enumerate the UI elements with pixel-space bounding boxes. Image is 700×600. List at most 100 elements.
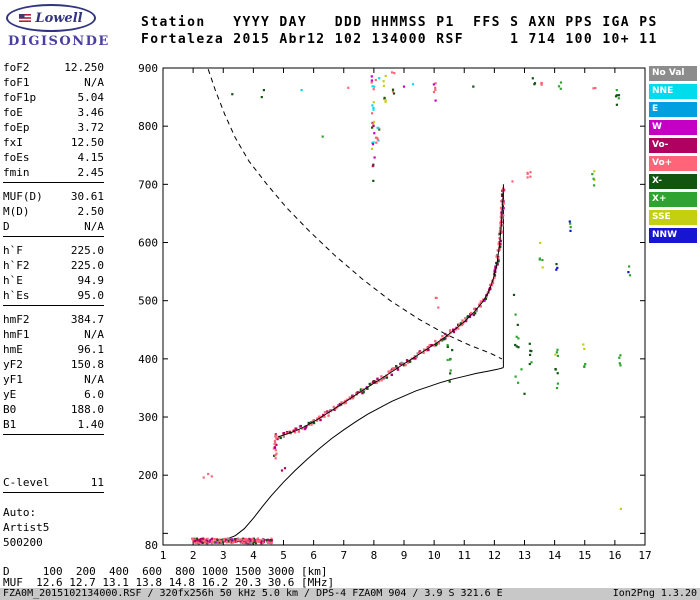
svg-text:800: 800	[138, 120, 158, 133]
param-hmf1: hmF1 N/A	[3, 327, 104, 342]
svg-text:900: 900	[138, 62, 158, 75]
param-label: yF1	[3, 373, 23, 386]
param-fof2: foF2 12.250	[3, 60, 104, 75]
svg-text:10: 10	[428, 549, 441, 562]
param-label: h`E	[3, 274, 23, 287]
param-fmin: fmin 2.45	[3, 165, 104, 180]
logo-digisonde-text: DIGISONDE	[8, 34, 110, 49]
param-label: Auto:	[3, 506, 37, 519]
param-yf1: yF1 N/A	[3, 372, 104, 387]
lowell-digisonde-logo: Lowell DIGISONDE	[6, 4, 128, 54]
fitted-f-trace-line	[277, 186, 504, 438]
doppler-direction-legend: No Val NNE E W Vo- Vo+ X- X+ SSE NNW	[649, 66, 697, 246]
svg-text:5: 5	[280, 549, 287, 562]
param-value: 2.50	[77, 205, 105, 218]
param-fxi: fxI 12.50	[3, 135, 104, 150]
param-m-d: M(D) 2.50	[3, 204, 104, 219]
svg-text:80: 80	[145, 539, 158, 552]
param-yf2: yF2 150.8	[3, 357, 104, 372]
param-label: h`F	[3, 244, 23, 257]
svg-text:11: 11	[458, 549, 471, 562]
svg-text:13: 13	[518, 549, 531, 562]
param-value: 30.61	[70, 190, 104, 203]
svg-text:400: 400	[138, 353, 158, 366]
svg-text:600: 600	[138, 237, 158, 250]
svg-text:12: 12	[488, 549, 501, 562]
param-foe: foE 3.46	[3, 105, 104, 120]
param-label: hmF1	[3, 328, 30, 341]
param-value: 225.0	[70, 259, 104, 272]
svg-text:8: 8	[371, 549, 378, 562]
legend-item-sse: SSE	[649, 210, 697, 225]
param-h-es: h`Es 95.0	[3, 288, 104, 303]
svg-text:4: 4	[250, 549, 257, 562]
param-auto: Auto:	[3, 505, 104, 520]
svg-text:700: 700	[138, 178, 158, 191]
param-value: 5.04	[77, 91, 105, 104]
param-label: foE	[3, 106, 23, 119]
param-label: C-level	[3, 476, 50, 489]
param-h-e: h`E 94.9	[3, 273, 104, 288]
param-fof1: foF1 N/A	[3, 75, 104, 90]
legend-item-vo: Vo-	[649, 138, 697, 153]
param-value: 188.0	[70, 403, 104, 416]
param-group: Auto: Artist5 500200	[3, 505, 104, 552]
legend-item-x: X-	[649, 174, 697, 189]
svg-text:2: 2	[190, 549, 197, 562]
param-label: yF2	[3, 358, 23, 371]
param-foep: foEp 3.72	[3, 120, 104, 135]
param-d: D N/A	[3, 219, 104, 234]
parameter-panel: foF2 12.250 foF1 N/A foF1p 5.04 foE 3.46 foEp 3.7…	[3, 60, 104, 558]
svg-text:200: 200	[138, 469, 158, 482]
param-group: hmF2 384.7 hmF1 N/A hmE 96.1 yF2 150.8 yF1 N/A yE 6…	[3, 312, 104, 435]
param-label: foF1	[3, 76, 30, 89]
param-label: MUF(D)	[3, 190, 43, 203]
param-label: h`F2	[3, 259, 30, 272]
param-value: 2.45	[77, 166, 105, 179]
legend-item-vo+: Vo+	[649, 156, 697, 171]
param-h-f: h`F 225.0	[3, 243, 104, 258]
svg-text:3: 3	[220, 549, 227, 562]
param-label: foF1p	[3, 91, 37, 104]
param-h-f2: h`F2 225.0	[3, 258, 104, 273]
param-label: fxI	[3, 136, 23, 149]
param-value: 12.250	[64, 61, 104, 74]
param-b0: B0 188.0	[3, 402, 104, 417]
param-label: h`Es	[3, 289, 30, 302]
param-value: 3.72	[77, 121, 105, 134]
legend-item-e: E	[649, 102, 697, 117]
param-label: fmin	[3, 166, 30, 179]
param-ye: yE 6.0	[3, 387, 104, 402]
plot-frame	[162, 67, 646, 546]
param-value: 94.9	[77, 274, 105, 287]
echo-dots	[191, 71, 632, 545]
status-file-info: FZA0M_2015102134000.RSF / 320fx256h 50 k…	[3, 588, 503, 599]
svg-text:16: 16	[608, 549, 621, 562]
param-label: hmE	[3, 343, 23, 356]
param-value: N/A	[84, 220, 104, 233]
param-500200: 500200	[3, 535, 104, 550]
svg-text:1: 1	[160, 549, 167, 562]
param-value: 384.7	[70, 313, 104, 326]
param-fof1p: foF1p 5.04	[3, 90, 104, 105]
svg-text:6: 6	[310, 549, 317, 562]
param-label: foEp	[3, 121, 30, 134]
param-value: 3.46	[77, 106, 105, 119]
param-label: Artist5	[3, 521, 50, 534]
param-value: 11	[90, 476, 104, 489]
svg-text:14: 14	[548, 549, 562, 562]
param-value: 95.0	[77, 289, 105, 302]
param-value: 225.0	[70, 244, 104, 257]
svg-text:300: 300	[138, 411, 158, 424]
param-group: MUF(D) 30.61 M(D) 2.50 D N/A	[3, 189, 104, 237]
svg-text:500: 500	[138, 295, 158, 308]
param-label: hmF2	[3, 313, 30, 326]
legend-item-x+: X+	[649, 192, 697, 207]
param-label: 500200	[3, 536, 43, 549]
svg-text:15: 15	[578, 549, 591, 562]
param-hmf2: hmF2 384.7	[3, 312, 104, 327]
param-label: B0	[3, 403, 17, 416]
param-label: foEs	[3, 151, 30, 164]
param-label: B1	[3, 418, 17, 431]
